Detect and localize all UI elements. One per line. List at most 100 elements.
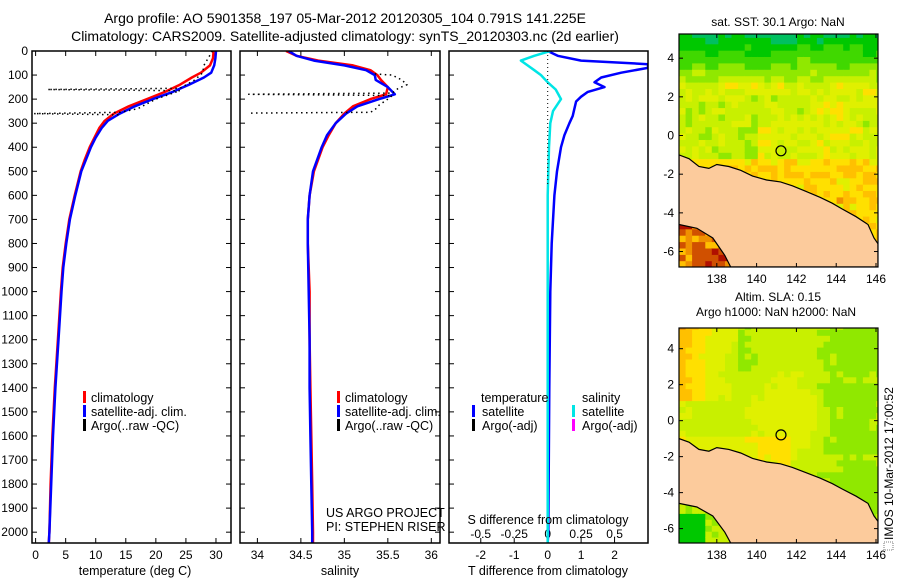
- map-cell: [810, 158, 818, 166]
- map-cell: [810, 459, 818, 467]
- map-cell: [744, 56, 752, 64]
- map-cell: [790, 448, 798, 455]
- map-cell: [718, 133, 726, 140]
- map-cell: [705, 260, 713, 267]
- map-cell: [830, 400, 838, 407]
- map-cell: [711, 370, 719, 378]
- map-cell: [823, 459, 831, 467]
- map-cell: [705, 247, 713, 255]
- map-cell: [698, 430, 706, 437]
- map-cell: [764, 412, 772, 419]
- map-cell: [869, 120, 877, 128]
- map-cell: [784, 107, 792, 115]
- map-cell: [797, 358, 805, 366]
- map-cell: [843, 203, 851, 211]
- map-cell: [751, 101, 759, 109]
- map-cell: [856, 171, 864, 179]
- map-cell: [869, 471, 877, 479]
- map-cell: [816, 442, 825, 449]
- map-cell: [685, 56, 693, 64]
- map-cell: [692, 43, 700, 51]
- map-cell: [692, 120, 700, 128]
- map-cell: [725, 56, 733, 64]
- map-cell: [803, 382, 811, 390]
- map-cell: [856, 328, 864, 330]
- map-cell: [685, 519, 693, 526]
- map-cell: [744, 382, 752, 390]
- map-cell: [770, 43, 779, 51]
- map-cell: [836, 453, 844, 461]
- map-cell: [685, 107, 693, 115]
- map-cell: [738, 75, 746, 83]
- map-cell: [685, 388, 693, 396]
- map-cell: [679, 329, 687, 336]
- map-cell: [751, 88, 759, 96]
- map-cell: [830, 107, 838, 115]
- map-cell: [757, 328, 765, 330]
- map-cell: [744, 394, 752, 402]
- map-cell: [777, 442, 785, 449]
- map-cell: [797, 120, 805, 128]
- map-cell: [698, 376, 706, 384]
- map-cell: [862, 453, 871, 461]
- map-cell: [770, 394, 779, 402]
- map-cell: [777, 341, 785, 348]
- map-cell: [862, 209, 871, 217]
- map-cell: [764, 406, 772, 413]
- map-cell: [757, 164, 765, 172]
- map-cell: [849, 82, 857, 89]
- map-cell: [797, 56, 805, 64]
- map-cell: [692, 329, 700, 336]
- map-cell: [816, 412, 825, 419]
- map-cell: [849, 347, 857, 354]
- map-cell: [725, 341, 733, 348]
- map-cell: [711, 525, 719, 532]
- map-cell: [856, 358, 864, 366]
- map-cell: [816, 341, 825, 348]
- map-cell: [777, 126, 785, 134]
- map-cell: [705, 235, 713, 243]
- map-cell: [698, 247, 706, 255]
- map-cell: [744, 358, 752, 366]
- map-cell: [685, 376, 693, 384]
- map-cell: [797, 388, 805, 396]
- map-cell: [843, 400, 851, 407]
- map-cell: [876, 120, 878, 128]
- map-cell: [856, 34, 864, 38]
- map-cell: [856, 436, 864, 443]
- map-cell: [869, 82, 877, 89]
- map-cell: [803, 436, 811, 443]
- map-cell: [856, 424, 864, 431]
- map-cell: [744, 88, 752, 96]
- map-cell: [862, 406, 871, 413]
- map-cell: [856, 126, 864, 134]
- map-cell: [876, 133, 878, 140]
- map-cell: [797, 75, 805, 83]
- map-cell: [830, 120, 838, 128]
- lon-tick-label: 138: [707, 548, 727, 562]
- map-cell: [711, 335, 719, 342]
- map-cell: [744, 364, 752, 372]
- map-cell: [751, 164, 759, 172]
- map-cell: [797, 37, 805, 45]
- map-cell: [738, 335, 746, 342]
- map-cell: [797, 88, 805, 96]
- map-cell: [790, 164, 798, 172]
- map-cell: [830, 94, 838, 102]
- y-tick-label: 1200: [1, 333, 28, 347]
- map-cell: [757, 139, 765, 147]
- map-cell: [698, 133, 706, 140]
- difference-legend: temperature salinity satellite Argo(-adj…: [472, 391, 638, 433]
- map-cell: [790, 347, 798, 354]
- map-cell: [876, 353, 878, 360]
- lat-tick-label: -6: [663, 245, 674, 259]
- map-cell: [764, 43, 772, 51]
- map-cell: [830, 477, 838, 485]
- map-cell: [849, 158, 857, 166]
- map-cell: [718, 400, 726, 407]
- map-cell: [725, 424, 733, 431]
- map-cell: [862, 412, 871, 419]
- map-cell: [692, 101, 700, 109]
- map-cell: [869, 101, 877, 109]
- map-cell: [876, 465, 878, 473]
